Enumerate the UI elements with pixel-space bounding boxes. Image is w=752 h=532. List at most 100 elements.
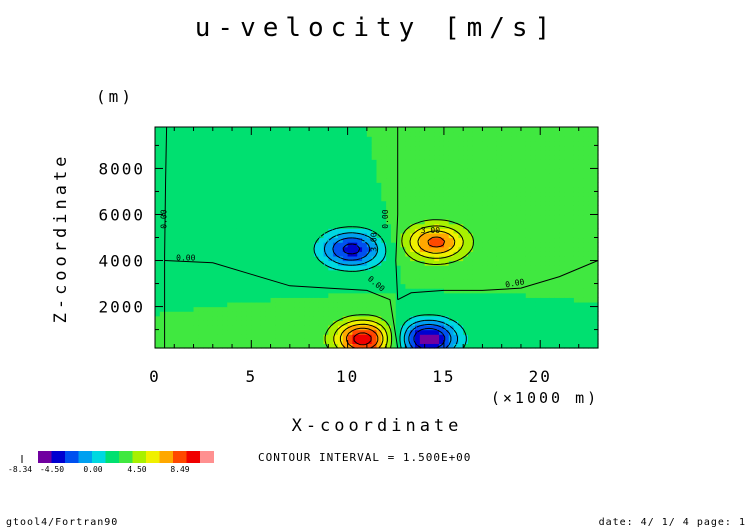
field-cell <box>347 168 354 174</box>
field-cell <box>482 163 488 170</box>
field-cell <box>241 154 248 160</box>
field-cell <box>217 315 224 321</box>
field-cell <box>164 237 171 243</box>
field-cell <box>588 292 594 298</box>
field-cell <box>578 228 585 234</box>
field-cell <box>347 145 354 151</box>
field-cell <box>265 168 272 174</box>
field-cell <box>554 173 561 179</box>
field-cell <box>593 246 599 252</box>
field-cell <box>467 127 474 133</box>
field-cell <box>520 255 527 262</box>
field-cell <box>352 301 358 308</box>
field-cell <box>569 177 575 183</box>
field-cell <box>549 306 556 312</box>
field-cell <box>443 200 450 206</box>
field-cell <box>246 196 252 202</box>
field-cell <box>410 324 416 331</box>
field-cell <box>520 278 527 285</box>
field-cell <box>164 131 171 137</box>
field-cell <box>155 232 161 239</box>
field-cell <box>545 127 551 133</box>
field-cell <box>164 182 171 188</box>
field-cell <box>593 150 599 156</box>
field-cell <box>554 150 561 156</box>
field-cell <box>188 159 195 165</box>
field-cell <box>516 214 522 220</box>
field-cell <box>549 292 556 298</box>
field-cell <box>458 251 464 257</box>
field-cell <box>554 168 561 174</box>
field-cell <box>535 136 541 142</box>
field-cell <box>304 329 310 335</box>
field-cell <box>549 278 556 285</box>
field-cell <box>246 159 252 165</box>
field-cell <box>203 255 209 262</box>
field-cell <box>520 150 527 156</box>
field-cell <box>203 163 209 170</box>
field-cell <box>588 278 594 285</box>
field-cell <box>227 255 233 262</box>
field-cell <box>578 320 585 326</box>
field-cell <box>285 283 291 289</box>
field-cell <box>366 265 373 271</box>
field-cell <box>530 159 537 165</box>
field-cell <box>573 297 580 303</box>
field-cell <box>569 150 575 156</box>
field-cell <box>477 329 484 335</box>
field-cell <box>525 311 532 317</box>
field-cell <box>554 186 561 193</box>
field-cell <box>318 228 325 234</box>
field-cell <box>323 334 329 340</box>
field-cell <box>429 343 435 349</box>
field-cell <box>270 228 276 234</box>
field-cell <box>207 338 214 344</box>
field-cell <box>559 315 565 321</box>
field-cell <box>275 127 281 133</box>
field-cell <box>188 140 195 147</box>
field-cell <box>410 288 416 294</box>
field-cell <box>376 255 382 262</box>
field-cell <box>362 228 368 234</box>
field-cell <box>366 154 373 160</box>
field-cell <box>516 274 522 280</box>
field-cell <box>203 182 209 188</box>
field-cell <box>285 232 291 239</box>
field-cell <box>183 251 190 257</box>
field-cell <box>487 131 493 137</box>
field-cell <box>410 200 416 206</box>
field-cell <box>169 269 175 275</box>
field-cell <box>554 315 561 321</box>
field-cell <box>573 278 580 285</box>
field-cell <box>559 306 565 312</box>
field-cell <box>525 209 532 216</box>
field-cell <box>506 246 512 252</box>
field-cell <box>371 127 378 133</box>
field-cell <box>169 223 175 229</box>
field-cell <box>323 274 329 280</box>
field-cell <box>164 159 171 165</box>
field-cell <box>429 150 435 156</box>
field-cell <box>564 283 570 289</box>
field-cell <box>270 150 276 156</box>
field-cell <box>535 209 541 216</box>
field-cell <box>467 177 474 183</box>
field-cell <box>458 196 464 202</box>
field-cell <box>174 200 180 206</box>
field-cell <box>525 223 532 229</box>
field-cell <box>400 196 406 202</box>
field-cell <box>573 159 580 165</box>
field-cell <box>429 301 435 308</box>
field-cell <box>371 214 378 220</box>
field-cell <box>443 168 450 174</box>
field-cell <box>198 186 204 193</box>
field-cell <box>463 278 469 285</box>
field-cell <box>333 140 339 147</box>
field-cell <box>467 269 474 275</box>
field-cell <box>318 140 325 147</box>
field-cell <box>371 260 378 266</box>
field-cell <box>569 274 575 280</box>
field-cell <box>294 163 301 170</box>
field-cell <box>386 274 392 280</box>
field-cell <box>280 209 286 216</box>
